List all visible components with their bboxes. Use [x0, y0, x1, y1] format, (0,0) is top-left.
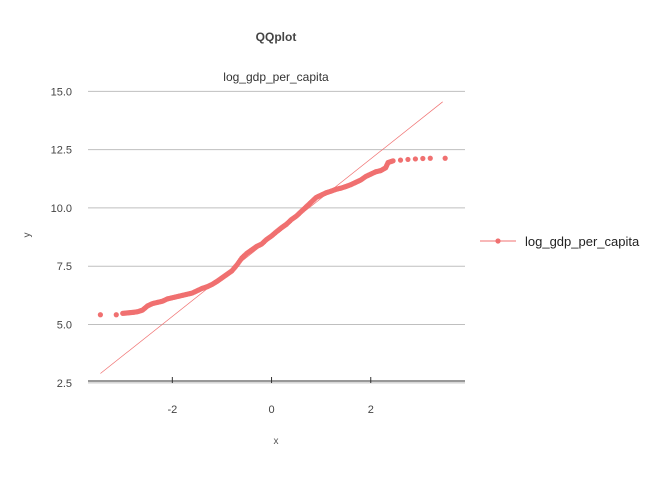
gridlines — [88, 90, 465, 384]
data-point — [397, 157, 404, 163]
y-tick-label: 2.5 — [57, 378, 72, 390]
y-tick-label: 12.5 — [51, 145, 72, 157]
data-point — [412, 156, 418, 162]
data-point — [390, 158, 396, 164]
chart-subtitle: log_gdp_per_capita — [223, 70, 329, 84]
y-tick-label: 15.0 — [51, 86, 72, 98]
y-axis-ticks: 2.5 5.0 7.5 10.0 12.5 15.0 — [51, 86, 72, 390]
legend-label: log_gdp_per_capita — [525, 234, 640, 249]
data-point — [97, 312, 104, 318]
data-points — [97, 155, 448, 318]
x-axis-label: x — [274, 436, 279, 447]
y-tick-label: 5.0 — [57, 320, 72, 332]
data-point — [420, 155, 426, 162]
data-point — [442, 155, 448, 161]
y-axis-label: y — [22, 233, 33, 238]
x-tick-label: 2 — [368, 404, 374, 416]
legend: log_gdp_per_capita — [480, 234, 640, 249]
data-point — [405, 156, 411, 163]
y-tick-label: 10.0 — [51, 203, 72, 215]
chart-title: QQplot — [256, 30, 297, 44]
x-axis: -2 0 2 — [88, 377, 465, 416]
x-tick-label: -2 — [167, 404, 177, 416]
x-tick-label: 0 — [268, 404, 274, 416]
data-point — [427, 155, 433, 161]
y-tick-label: 7.5 — [57, 261, 72, 273]
data-point — [113, 312, 119, 318]
legend-point-swatch — [495, 238, 501, 244]
